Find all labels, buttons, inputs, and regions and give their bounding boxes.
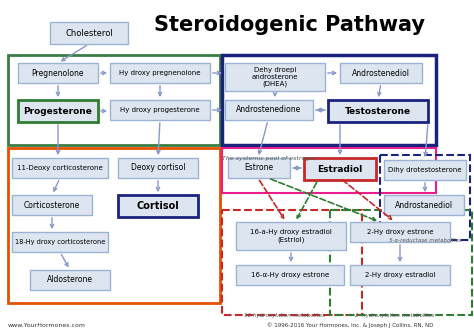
Text: 16-hydroxylation metabolites: 16-hydroxylation metabolites — [245, 313, 326, 318]
Text: Progesterone: Progesterone — [24, 107, 92, 116]
FancyBboxPatch shape — [12, 158, 108, 178]
Text: Aldosterone: Aldosterone — [47, 275, 93, 284]
Text: Androstenedione: Androstenedione — [237, 106, 301, 115]
Text: 16-a-Hy droxy estradiol
(Estriol): 16-a-Hy droxy estradiol (Estriol) — [250, 229, 332, 243]
Text: www.YourHormones.com: www.YourHormones.com — [8, 323, 86, 328]
FancyBboxPatch shape — [340, 63, 422, 83]
FancyBboxPatch shape — [225, 63, 325, 91]
Text: Pregnenolone: Pregnenolone — [32, 69, 84, 78]
Text: Androstanediol: Androstanediol — [395, 200, 453, 209]
Text: 2-Hy droxy estrone: 2-Hy droxy estrone — [367, 229, 433, 235]
FancyBboxPatch shape — [328, 100, 428, 122]
FancyBboxPatch shape — [350, 265, 450, 285]
FancyBboxPatch shape — [30, 270, 110, 290]
FancyBboxPatch shape — [384, 160, 466, 180]
Text: Cortisol: Cortisol — [137, 201, 179, 211]
FancyBboxPatch shape — [110, 100, 210, 120]
Text: Corticosterone: Corticosterone — [24, 200, 80, 209]
Text: 18-Hy droxy corticosterone: 18-Hy droxy corticosterone — [15, 239, 105, 245]
FancyBboxPatch shape — [12, 232, 108, 252]
FancyBboxPatch shape — [18, 63, 98, 83]
Text: 16-α-Hy droxy estrone: 16-α-Hy droxy estrone — [251, 272, 329, 278]
Text: 2- hydroxylation metabolites: 2- hydroxylation metabolites — [356, 313, 435, 318]
Text: © 1996-2016 Your Hormones, Inc. & Joseph J Collins, RN, ND: © 1996-2016 Your Hormones, Inc. & Joseph… — [267, 322, 433, 328]
Text: Deoxy cortisol: Deoxy cortisol — [131, 164, 185, 172]
Text: Hy droxy progesterone: Hy droxy progesterone — [120, 107, 200, 113]
FancyBboxPatch shape — [50, 22, 128, 44]
FancyBboxPatch shape — [18, 100, 98, 122]
Text: Dihy drotestosterone: Dihy drotestosterone — [388, 167, 462, 173]
Text: Dehy droepi
androsterone
(DHEA): Dehy droepi androsterone (DHEA) — [252, 67, 298, 87]
Text: 5-α-reductase metabolites: 5-α-reductase metabolites — [389, 238, 461, 243]
Text: Cholesterol: Cholesterol — [65, 29, 113, 38]
FancyBboxPatch shape — [236, 265, 344, 285]
Text: Steroidogenic Pathway: Steroidogenic Pathway — [155, 15, 426, 35]
FancyBboxPatch shape — [350, 222, 450, 242]
FancyBboxPatch shape — [110, 63, 210, 83]
FancyBboxPatch shape — [236, 222, 346, 250]
FancyBboxPatch shape — [384, 195, 464, 215]
FancyBboxPatch shape — [12, 195, 92, 215]
Text: The systemic pool of estrogen: The systemic pool of estrogen — [222, 156, 318, 161]
Text: Hy droxy pregnenolone: Hy droxy pregnenolone — [119, 70, 201, 76]
Text: Estrone: Estrone — [245, 164, 273, 172]
FancyBboxPatch shape — [228, 158, 290, 178]
Text: 2-Hy droxy estradiol: 2-Hy droxy estradiol — [365, 272, 435, 278]
FancyBboxPatch shape — [225, 100, 313, 120]
Text: Testosterone: Testosterone — [345, 107, 411, 116]
FancyBboxPatch shape — [118, 195, 198, 217]
Text: Estradiol: Estradiol — [318, 165, 363, 173]
FancyBboxPatch shape — [304, 158, 376, 180]
FancyBboxPatch shape — [118, 158, 198, 178]
Text: Androstenediol: Androstenediol — [352, 69, 410, 78]
Text: 11-Deoxy corticosterone: 11-Deoxy corticosterone — [17, 165, 103, 171]
